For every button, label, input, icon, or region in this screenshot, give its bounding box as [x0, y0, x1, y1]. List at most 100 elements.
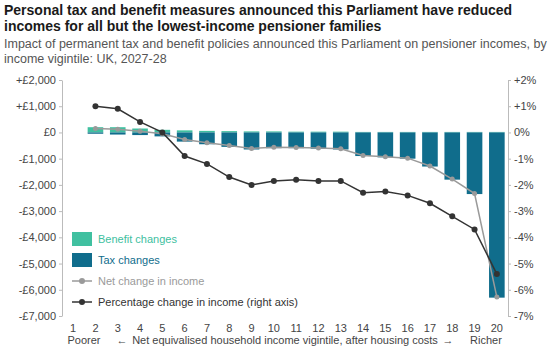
- tick-label: -£4,000: [19, 231, 56, 243]
- marker: [271, 178, 277, 184]
- tick: +£1,000: [16, 100, 62, 112]
- tick: +2%: [508, 74, 537, 86]
- marker: [450, 177, 455, 182]
- tick-label: -7%: [514, 310, 534, 322]
- tick: 1: [70, 322, 76, 334]
- marker: [227, 143, 232, 148]
- tick: -£1,000: [19, 153, 62, 165]
- tick: -3%: [508, 205, 534, 217]
- tick-label: -£7,000: [19, 310, 56, 322]
- tick: 15: [379, 322, 391, 334]
- legend-marker: [79, 299, 85, 305]
- chart: Personal tax and benefit measures announ…: [0, 0, 550, 352]
- tick-label: -£3,000: [19, 205, 56, 217]
- marker: [293, 177, 299, 183]
- marker: [472, 191, 477, 196]
- marker: [315, 178, 321, 184]
- bar: [244, 131, 260, 132]
- tick: £0: [44, 126, 62, 138]
- tick-label: £0: [44, 126, 56, 138]
- tick-label: 20: [491, 322, 503, 334]
- bar: [110, 132, 126, 134]
- tick-label: -1%: [514, 153, 534, 165]
- tick-mark: [508, 159, 511, 160]
- tick-label: -3%: [514, 205, 534, 217]
- tick-label: 7: [204, 322, 210, 334]
- marker: [427, 164, 432, 169]
- tick: 9: [248, 322, 254, 334]
- marker: [138, 129, 143, 134]
- marker: [249, 182, 255, 188]
- tick-label: -£1,000: [19, 153, 56, 165]
- marker: [93, 126, 98, 131]
- bar: [355, 132, 371, 156]
- tick-label: -£5,000: [19, 258, 56, 270]
- tick-label: 15: [379, 322, 391, 334]
- marker: [405, 192, 411, 198]
- tick: +1%: [508, 100, 537, 112]
- marker: [360, 190, 366, 196]
- tick: +£2,000: [16, 74, 62, 86]
- tick-mark: [59, 211, 62, 212]
- line: [95, 106, 496, 274]
- bar: [378, 132, 394, 157]
- tick-label: -6%: [514, 284, 534, 296]
- marker: [449, 213, 455, 219]
- legend-swatch: [72, 253, 92, 267]
- tick-label: +£2,000: [16, 74, 56, 86]
- tick-mark: [59, 132, 62, 133]
- annotation: →: [443, 334, 454, 346]
- marker: [137, 119, 143, 125]
- tick: 5: [159, 322, 165, 334]
- tick-mark: [508, 106, 511, 107]
- marker: [226, 174, 232, 180]
- legend-item: Net change in income: [72, 275, 204, 287]
- tick-mark: [59, 290, 62, 291]
- bar: [467, 132, 483, 194]
- legend-item: Benefit changes: [72, 232, 177, 246]
- y2-axis: +2%+1%0%-1%-2%-3%-4%-5%-6%-7%: [508, 74, 537, 322]
- tick: -7%: [508, 310, 534, 322]
- tick-mark: [508, 132, 511, 133]
- subtitle: Impact of permanent tax and benefit poli…: [4, 37, 547, 66]
- tick-mark: [508, 290, 511, 291]
- legend-label: Net change in income: [98, 275, 204, 287]
- tick-mark: [59, 159, 62, 160]
- annotation: Poorer: [67, 334, 100, 346]
- marker: [271, 145, 276, 150]
- tick: -5%: [508, 258, 534, 270]
- tick: -1%: [508, 153, 534, 165]
- tick-label: 12: [312, 322, 324, 334]
- marker: [182, 153, 188, 159]
- tick-label: 17: [424, 322, 436, 334]
- legend-item: Tax changes: [72, 253, 160, 267]
- bar: [400, 132, 416, 158]
- tick: 6: [182, 322, 188, 334]
- marker: [405, 156, 410, 161]
- marker: [115, 106, 121, 112]
- tick: -2%: [508, 179, 534, 191]
- legend-label: Tax changes: [98, 254, 160, 266]
- tick: -£7,000: [19, 310, 62, 322]
- marker: [338, 146, 343, 151]
- tick-label: 6: [182, 322, 188, 334]
- tick-label: 2: [92, 322, 98, 334]
- marker: [316, 145, 321, 150]
- tick-label: 9: [248, 322, 254, 334]
- bar: [221, 131, 237, 132]
- marker: [494, 271, 500, 277]
- tick: -£4,000: [19, 231, 62, 243]
- marker: [494, 295, 499, 300]
- tick: 19: [468, 322, 480, 334]
- tick-mark: [508, 185, 511, 186]
- bar: [88, 132, 104, 133]
- tick-label: 13: [335, 322, 347, 334]
- tick-label: -4%: [514, 231, 534, 243]
- tick-label: -5%: [514, 258, 534, 270]
- x-axis: 1234567891011121314151617181920: [70, 322, 503, 334]
- tick: 14: [357, 322, 369, 334]
- tick-label: -2%: [514, 179, 534, 191]
- tick: 20: [491, 322, 503, 334]
- tick-mark: [508, 211, 511, 212]
- marker: [472, 226, 478, 232]
